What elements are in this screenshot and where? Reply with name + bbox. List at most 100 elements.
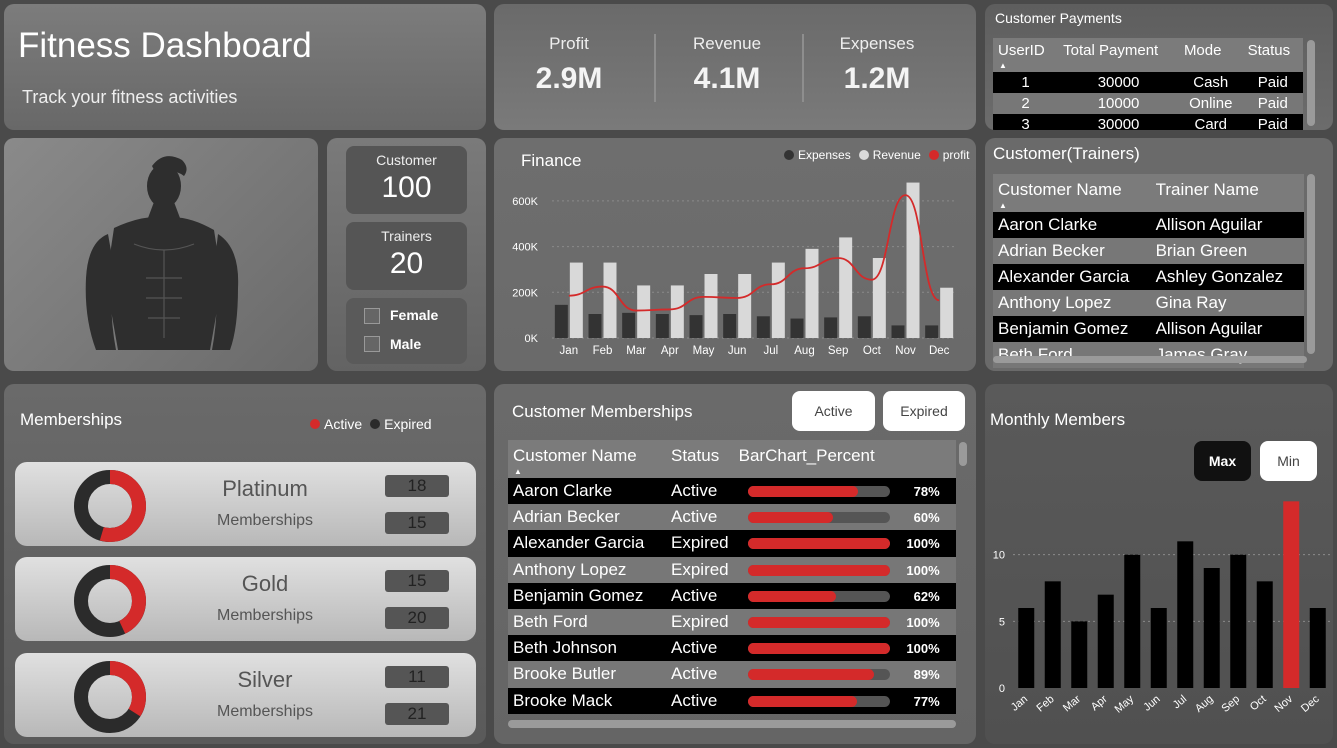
legend-label[interactable]: Expired xyxy=(384,416,432,432)
customer-name-cell: Adrian Becker xyxy=(508,504,666,531)
revenue-bar[interactable] xyxy=(771,262,785,338)
cell: 1 xyxy=(993,72,1059,93)
column-header[interactable]: UserID ▲ xyxy=(993,38,1059,72)
legend-label[interactable]: Revenue xyxy=(872,148,921,162)
column-header[interactable]: Status xyxy=(1242,38,1303,72)
legend-label[interactable]: profit xyxy=(942,148,970,162)
scrollbar[interactable] xyxy=(959,442,967,466)
expenses-bar[interactable] xyxy=(790,318,804,338)
table-row[interactable]: 2 10000 Online Paid xyxy=(993,93,1303,114)
table-row[interactable]: Beth Ford James Gray xyxy=(993,342,1304,368)
expenses-bar[interactable] xyxy=(723,314,737,338)
expenses-bar[interactable] xyxy=(554,304,568,338)
members-bar[interactable] xyxy=(1177,541,1194,688)
table-row[interactable]: Adrian Becker Brian Green xyxy=(993,238,1304,264)
table-row[interactable]: 1 30000 Cash Paid xyxy=(993,72,1303,93)
expenses-bar[interactable] xyxy=(891,325,905,338)
scrollbar[interactable] xyxy=(1307,174,1315,354)
table-row[interactable]: Anthony Lopez Expired 100% xyxy=(508,556,956,583)
finance-chart-card: Finance Expenses Revenue profit 0K 200K 40… xyxy=(494,138,976,371)
members-bar[interactable] xyxy=(1230,554,1247,688)
expenses-bar[interactable] xyxy=(655,314,669,338)
members-bar[interactable] xyxy=(1071,621,1088,688)
expenses-bar[interactable] xyxy=(824,317,838,338)
column-header[interactable]: Customer Name ▲ xyxy=(508,440,666,478)
table-row[interactable]: Beth Johnson Active 100% xyxy=(508,635,956,662)
revenue-bar[interactable] xyxy=(940,287,954,338)
column-header[interactable]: Total Payment xyxy=(1058,38,1179,72)
min-button[interactable]: Min xyxy=(1260,441,1317,481)
table-row[interactable]: Aaron Clarke Active 78% xyxy=(508,478,956,505)
active-filter-button[interactable]: Active xyxy=(792,391,875,431)
revenue-bar[interactable] xyxy=(906,182,920,338)
column-header[interactable]: Customer Name ▲ xyxy=(993,174,1151,212)
percent-bar-track xyxy=(747,590,890,602)
customer-memberships-card: Customer Memberships Active Expired Cust… xyxy=(494,384,976,744)
profit-line[interactable] xyxy=(568,194,940,312)
members-bar[interactable] xyxy=(1124,554,1141,688)
x-tick-label: Oct xyxy=(863,345,882,357)
table-row[interactable]: Adrian Becker Active 60% xyxy=(508,504,956,531)
percent-bar-cell: 60% xyxy=(733,504,956,531)
horizontal-scrollbar[interactable] xyxy=(508,720,956,728)
expenses-bar[interactable] xyxy=(689,315,703,338)
revenue-bar[interactable] xyxy=(738,274,752,338)
sort-asc-icon[interactable]: ▲ xyxy=(999,201,1007,210)
members-bar[interactable] xyxy=(1283,501,1300,688)
column-header[interactable]: Status xyxy=(666,440,734,478)
x-tick-label: Oct xyxy=(1248,693,1269,713)
legend-label[interactable]: Active xyxy=(324,416,363,432)
column-header[interactable]: Mode xyxy=(1178,38,1243,72)
expenses-bar[interactable] xyxy=(857,316,871,338)
members-bar[interactable] xyxy=(1097,594,1114,688)
percent-bar-fill xyxy=(747,590,836,602)
members-bar[interactable] xyxy=(1309,608,1326,688)
table-row[interactable]: Anthony Lopez Gina Ray xyxy=(993,290,1304,316)
cell: Brian Green xyxy=(1150,238,1304,264)
expenses-bar[interactable] xyxy=(756,316,770,338)
table-row[interactable]: Alexander Garcia Expired 100% xyxy=(508,530,956,557)
table-row[interactable]: 3 30000 Card Paid xyxy=(993,114,1303,130)
legend-dot xyxy=(784,150,794,160)
expenses-bar[interactable] xyxy=(588,314,602,338)
table-row[interactable]: Benjamin Gomez Active 62% xyxy=(508,582,956,609)
expired-filter-button[interactable]: Expired xyxy=(883,391,965,431)
table-row[interactable]: Alexander Garcia Ashley Gonzalez xyxy=(993,264,1304,290)
table-row[interactable]: Brooke Butler Active 89% xyxy=(508,661,956,688)
table-row[interactable]: Benjamin Gomez Allison Aguilar xyxy=(993,316,1304,342)
members-bar[interactable] xyxy=(1203,568,1220,688)
legend-label[interactable]: Expenses xyxy=(798,148,851,162)
scrollbar[interactable] xyxy=(1307,40,1315,126)
revenue-bar[interactable] xyxy=(670,285,684,338)
revenue-bar[interactable] xyxy=(603,262,617,338)
revenue-bar[interactable] xyxy=(704,274,718,338)
kpi-profit: Profit 2.9M xyxy=(494,34,644,96)
table-row[interactable]: Aaron Clarke Allison Aguilar xyxy=(993,212,1304,238)
table-row[interactable]: Beth Ford Expired 100% xyxy=(508,608,956,636)
percent-label: 100% xyxy=(906,641,940,657)
revenue-bar[interactable] xyxy=(839,237,853,338)
male-checkbox[interactable] xyxy=(364,336,380,352)
tier-name: Silver xyxy=(237,667,293,692)
revenue-bar[interactable] xyxy=(805,248,819,338)
table-row[interactable]: Brooke Mack Active 77% xyxy=(508,687,956,714)
column-header[interactable]: BarChart_Percent xyxy=(733,440,956,478)
members-bar[interactable] xyxy=(1256,581,1273,688)
horizontal-scrollbar[interactable] xyxy=(993,356,1307,363)
column-header[interactable]: Trainer Name xyxy=(1150,174,1304,212)
members-bar[interactable] xyxy=(1150,608,1167,688)
sort-asc-icon[interactable]: ▲ xyxy=(999,61,1007,70)
members-bar[interactable] xyxy=(1044,581,1061,688)
expenses-bar[interactable] xyxy=(622,312,636,338)
monthly-members-title: Monthly Members xyxy=(990,410,1126,429)
revenue-bar[interactable] xyxy=(872,258,886,338)
members-bar[interactable] xyxy=(1018,608,1035,688)
donut-chart xyxy=(74,565,146,637)
expenses-bar[interactable] xyxy=(925,325,939,338)
revenue-bar[interactable] xyxy=(569,262,583,338)
revenue-bar[interactable] xyxy=(637,285,651,338)
female-checkbox[interactable] xyxy=(364,308,380,324)
max-button[interactable]: Max xyxy=(1194,441,1251,481)
chart-title: Finance xyxy=(521,151,582,170)
sort-asc-icon[interactable]: ▲ xyxy=(514,467,522,476)
